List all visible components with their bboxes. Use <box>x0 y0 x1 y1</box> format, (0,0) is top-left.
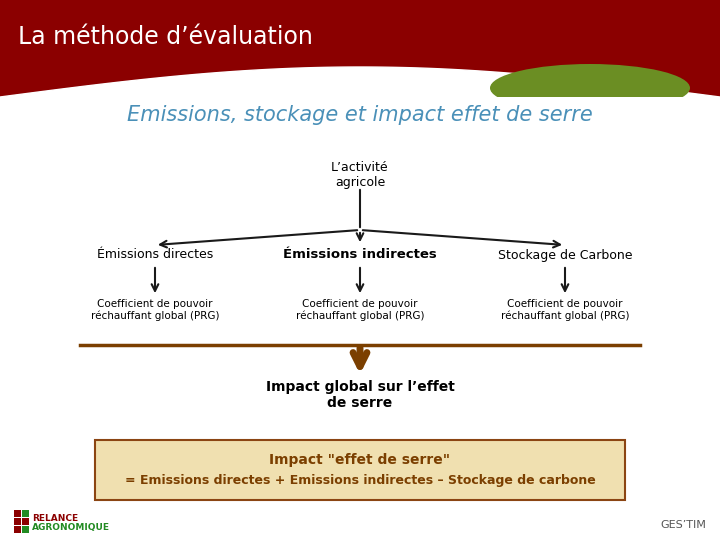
Text: RELANCE: RELANCE <box>32 514 78 523</box>
FancyBboxPatch shape <box>22 518 29 525</box>
FancyBboxPatch shape <box>22 526 29 533</box>
FancyBboxPatch shape <box>95 440 625 500</box>
FancyBboxPatch shape <box>22 510 29 517</box>
Text: = Emissions directes + Emissions indirectes – Stockage de carbone: = Emissions directes + Emissions indirec… <box>125 474 595 487</box>
Ellipse shape <box>490 64 690 112</box>
FancyBboxPatch shape <box>14 510 21 517</box>
Text: AGRONOMIQUE: AGRONOMIQUE <box>32 523 110 532</box>
Text: La méthode d’évaluation: La méthode d’évaluation <box>18 25 313 50</box>
Text: Impact "effet de serre": Impact "effet de serre" <box>269 453 451 467</box>
Text: Impact global sur l’effet
de serre: Impact global sur l’effet de serre <box>266 380 454 410</box>
Text: GES’TIM: GES’TIM <box>660 520 706 530</box>
FancyBboxPatch shape <box>14 526 21 533</box>
Text: Émissions indirectes: Émissions indirectes <box>283 248 437 261</box>
Text: Coefficient de pouvoir
réchauffant global (PRG): Coefficient de pouvoir réchauffant globa… <box>296 299 424 321</box>
FancyBboxPatch shape <box>0 0 720 72</box>
FancyBboxPatch shape <box>480 97 720 127</box>
Text: Coefficient de pouvoir
réchauffant global (PRG): Coefficient de pouvoir réchauffant globa… <box>500 299 629 321</box>
FancyBboxPatch shape <box>14 518 21 525</box>
Text: Coefficient de pouvoir
réchauffant global (PRG): Coefficient de pouvoir réchauffant globa… <box>91 299 220 321</box>
Text: Emissions, stockage et impact effet de serre: Emissions, stockage et impact effet de s… <box>127 105 593 125</box>
Text: Stockage de Carbone: Stockage de Carbone <box>498 248 632 261</box>
Text: Émissions directes: Émissions directes <box>97 248 213 261</box>
Text: L’activité
agricole: L’activité agricole <box>331 161 389 189</box>
